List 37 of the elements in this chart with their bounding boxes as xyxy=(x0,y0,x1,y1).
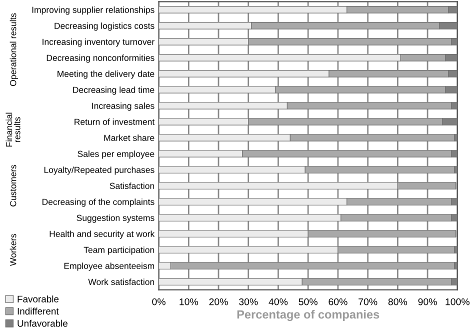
y-tick-label: Satisfaction xyxy=(110,182,154,189)
legend-label: Favorable xyxy=(18,295,59,302)
y-tick-label: Team participation xyxy=(84,246,154,255)
x-tick-label: 50% xyxy=(298,298,318,306)
x-tick-label: 10% xyxy=(180,298,198,306)
x-tick-label: 100% xyxy=(446,298,470,306)
y-tick-label: Meeting the delivery date xyxy=(58,70,154,79)
y-tick-label: Loyalty/Repeated purchases xyxy=(44,166,154,175)
y-tick-label: Decreasing nonconformities xyxy=(46,54,154,63)
legend-label: Unfavorable xyxy=(18,320,68,327)
x-tick-label: 90% xyxy=(418,298,437,306)
x-axis-title: Percentage of companies xyxy=(237,310,380,322)
legend-label: Indifferent xyxy=(18,308,59,315)
y-tick-label: Increasing inventory turnover xyxy=(42,38,154,47)
x-tick-label: 40% xyxy=(268,298,288,306)
y-tick-label: Decreasing of the complaints xyxy=(42,198,154,207)
text: Workers xyxy=(10,234,16,266)
x-tick-label: 0% xyxy=(152,298,166,306)
y-tick-label: Improving supplier relationships xyxy=(32,6,154,15)
y-tick-label: Sales per employee xyxy=(78,150,154,159)
y-tick-label: Return of investment xyxy=(74,118,155,125)
y-tick-label: Employee absenteeism xyxy=(64,262,154,271)
y-tick-label: Decreasing lead time xyxy=(73,86,154,95)
x-tick-label: 80% xyxy=(388,298,408,306)
y-tick-label: Increasing sales xyxy=(92,102,154,111)
y-tick-label: Health and security at work xyxy=(50,230,155,239)
text: Customers xyxy=(10,164,16,206)
y-tick-label: Decreasing logistics costs xyxy=(54,22,154,31)
x-tick-label: 30% xyxy=(239,298,258,306)
text: Financial results xyxy=(6,112,20,147)
x-tick-label: 60% xyxy=(328,298,348,306)
y-tick-label: Suggestion systems xyxy=(76,214,154,223)
x-tick-label: 70% xyxy=(358,298,378,306)
y-tick-label: Work satisfaction xyxy=(88,278,154,286)
x-tick-label: 20% xyxy=(209,298,228,306)
y-tick-label: Market share xyxy=(104,134,154,141)
text: Operational results xyxy=(10,13,18,86)
